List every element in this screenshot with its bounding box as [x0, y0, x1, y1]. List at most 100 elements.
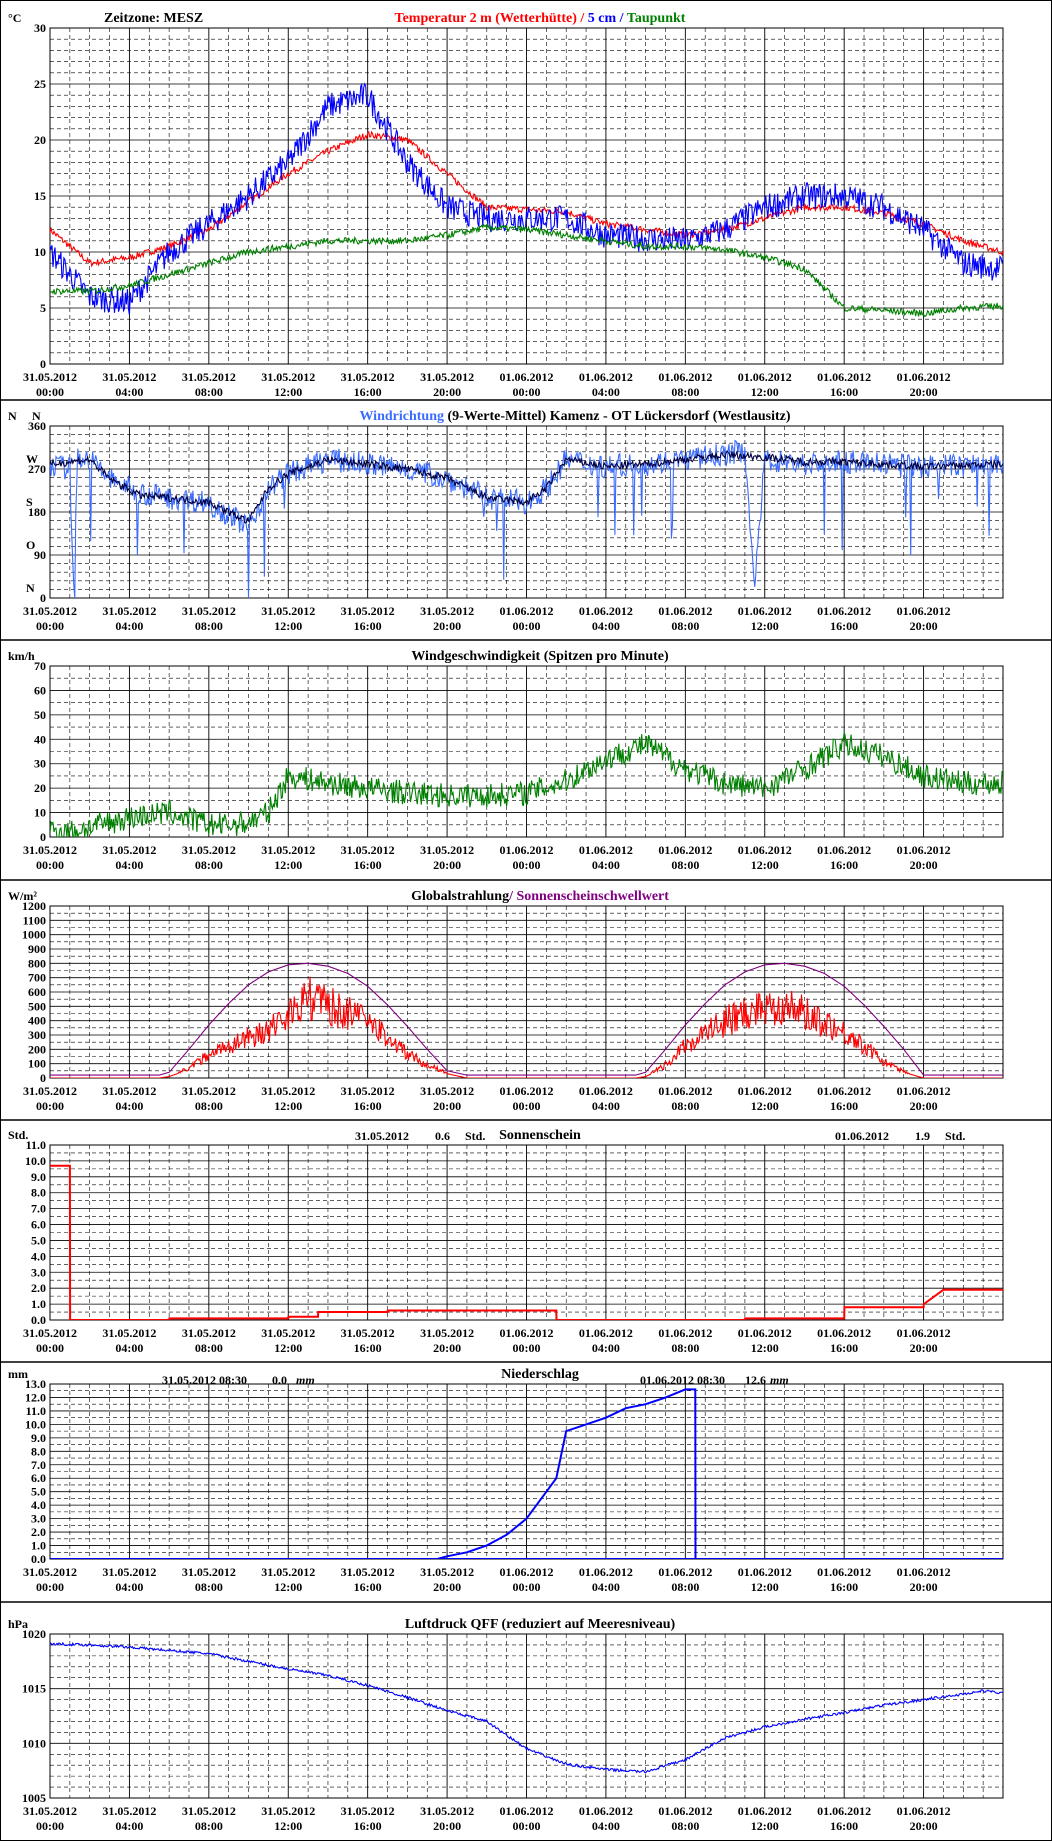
- summary-label: 01.06.2012: [835, 1129, 889, 1143]
- series-line-rad-1: [50, 962, 1003, 1076]
- x-tick-time: 00:00: [36, 1819, 64, 1833]
- x-tick-date: 31.05.2012: [102, 843, 156, 857]
- y-tick-label: 2.0: [31, 1525, 46, 1539]
- y-tick-label: 2.0: [31, 1281, 46, 1295]
- y-tick-label: 7.0: [31, 1202, 46, 1216]
- y-axis-unit: Std.: [8, 1128, 28, 1142]
- summary-label: Std.: [945, 1129, 965, 1143]
- series-line-rain-0: [50, 1388, 1003, 1559]
- x-tick-date: 31.05.2012: [341, 1565, 395, 1579]
- x-tick-date: 31.05.2012: [341, 370, 395, 384]
- x-tick-time: 00:00: [513, 858, 541, 872]
- chart-title: Windrichtung (9-Werte-Mittel) Kamenz - O…: [359, 409, 790, 424]
- x-tick-date: 01.06.2012: [658, 1565, 712, 1579]
- y-tick-label: 100: [28, 1057, 46, 1071]
- x-tick-date: 31.05.2012: [261, 1804, 315, 1818]
- x-tick-date: 01.06.2012: [738, 604, 792, 618]
- x-tick-time: 00:00: [36, 858, 64, 872]
- x-tick-time: 08:00: [195, 1580, 223, 1594]
- y-tick-label: 500: [28, 999, 46, 1013]
- x-tick-time: 08:00: [195, 1341, 223, 1355]
- chart-title: Globalstrahlung/ Sonnenscheinschwellwert: [411, 889, 669, 904]
- y-tick-label: 6.0: [31, 1471, 46, 1485]
- x-tick-time: 12:00: [274, 1099, 302, 1113]
- title-part: Niederschlag: [501, 1367, 579, 1382]
- x-tick-time: 12:00: [274, 1580, 302, 1594]
- plot-border: [49, 1144, 1004, 1321]
- y-tick-label: 5.0: [31, 1233, 46, 1247]
- title-part: (9-Werte-Mittel): [444, 409, 547, 424]
- y-tick-label: 1020: [22, 1627, 46, 1641]
- y-tick-label: 0: [40, 357, 46, 371]
- summary-label: mm: [296, 1373, 315, 1387]
- y-tick-label: 20: [34, 781, 46, 795]
- x-tick-date: 31.05.2012: [102, 1084, 156, 1098]
- x-tick-date: 01.06.2012: [897, 1804, 951, 1818]
- direction-label: N: [26, 581, 35, 595]
- x-tick-date: 01.06.2012: [579, 1326, 633, 1340]
- y-tick-label: 700: [28, 971, 46, 985]
- series-line-temp-2: [50, 223, 1003, 318]
- x-tick-time: 04:00: [592, 619, 620, 633]
- x-tick-date: 01.06.2012: [579, 1565, 633, 1579]
- y-axis-unit: °C: [8, 11, 21, 25]
- y-tick-label: 20: [34, 133, 46, 147]
- y-tick-label: 12.0: [25, 1390, 46, 1404]
- y-tick-label: 360: [28, 419, 46, 433]
- x-tick-time: 08:00: [195, 858, 223, 872]
- x-tick-time: 16:00: [830, 1341, 858, 1355]
- y-tick-label: 1.0: [31, 1539, 46, 1553]
- direction-label: S: [26, 495, 33, 509]
- x-tick-date: 31.05.2012: [341, 843, 395, 857]
- y-tick-label: 0: [40, 591, 46, 605]
- x-tick-date: 31.05.2012: [420, 1804, 474, 1818]
- x-tick-date: 31.05.2012: [261, 604, 315, 618]
- x-tick-date: 01.06.2012: [817, 1565, 871, 1579]
- x-tick-date: 31.05.2012: [182, 1804, 236, 1818]
- y-tick-label: 10.0: [25, 1417, 46, 1431]
- x-tick-date: 31.05.2012: [420, 370, 474, 384]
- x-tick-date: 31.05.2012: [23, 370, 77, 384]
- x-tick-time: 16:00: [354, 385, 382, 399]
- y-tick-label: 1015: [22, 1682, 46, 1696]
- summary-label: 31.05.2012 08:30: [162, 1373, 247, 1387]
- x-tick-time: 20:00: [910, 858, 938, 872]
- x-tick-date: 31.05.2012: [182, 1084, 236, 1098]
- y-tick-label: 4.0: [31, 1498, 46, 1512]
- series-line-press-0: [50, 1641, 1003, 1774]
- chart-title: Niederschlag: [501, 1367, 579, 1382]
- y-axis-unit: km/h: [8, 649, 35, 663]
- x-tick-date: 31.05.2012: [182, 1326, 236, 1340]
- x-tick-time: 08:00: [195, 1819, 223, 1833]
- y-tick-label: 0.0: [31, 1313, 46, 1327]
- y-tick-label: 40: [34, 732, 46, 746]
- x-tick-date: 31.05.2012: [420, 1326, 474, 1340]
- x-tick-date: 01.06.2012: [500, 843, 554, 857]
- x-tick-time: 16:00: [354, 1819, 382, 1833]
- x-tick-time: 20:00: [433, 1341, 461, 1355]
- title-part: / Sonnenscheinschwellwert: [508, 889, 669, 904]
- x-tick-date: 01.06.2012: [658, 604, 712, 618]
- x-tick-date: 31.05.2012: [23, 843, 77, 857]
- x-tick-time: 00:00: [36, 1341, 64, 1355]
- x-tick-date: 31.05.2012: [420, 843, 474, 857]
- series-line-rad-0: [50, 976, 1003, 1078]
- title-part: Globalstrahlung: [411, 889, 509, 904]
- x-tick-time: 20:00: [910, 1580, 938, 1594]
- y-tick-label: 8.0: [31, 1186, 46, 1200]
- x-tick-date: 01.06.2012: [500, 604, 554, 618]
- y-tick-label: 10.0: [25, 1154, 46, 1168]
- y-tick-label: 3.0: [31, 1265, 46, 1279]
- x-tick-date: 01.06.2012: [658, 370, 712, 384]
- summary-label: 31.05.2012: [355, 1129, 409, 1143]
- x-tick-date: 31.05.2012: [341, 1804, 395, 1818]
- x-tick-date: 01.06.2012: [579, 1084, 633, 1098]
- x-tick-time: 16:00: [354, 1341, 382, 1355]
- x-tick-date: 31.05.2012: [182, 843, 236, 857]
- y-axis-unit: hPa: [8, 1617, 28, 1631]
- x-tick-time: 12:00: [751, 385, 779, 399]
- x-tick-date: 01.06.2012: [738, 1565, 792, 1579]
- y-tick-label: 4.0: [31, 1249, 46, 1263]
- x-tick-time: 16:00: [830, 1819, 858, 1833]
